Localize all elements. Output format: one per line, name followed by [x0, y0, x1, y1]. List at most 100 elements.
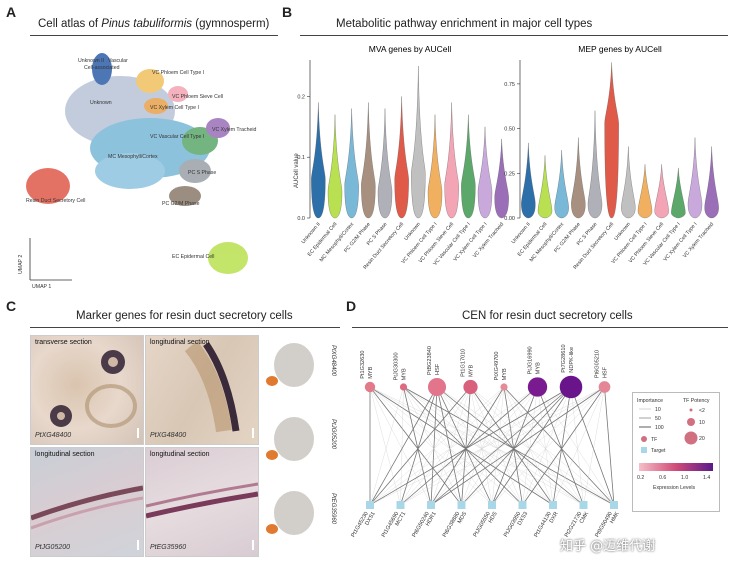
umap-plot: Unknown II Vascular Cell-associated Unkn…	[18, 53, 257, 290]
cen-edge-3-2	[430, 386, 471, 506]
micro-image-2-art	[184, 340, 240, 433]
legend-potency-10: 10	[699, 420, 705, 426]
cen-edge-6-3	[461, 386, 572, 506]
cen-edge-3-7	[470, 386, 584, 506]
cen-edge-5-8	[537, 386, 615, 506]
cen-edge-1-0	[369, 386, 404, 506]
cluster-phloem-sieve-blob	[168, 86, 188, 102]
cen-legend-art: Importance 10 50 100 TF Potency <2 10 20…	[637, 398, 713, 491]
cluster-phloem-type1-blob	[136, 69, 164, 93]
panel-b-rule	[300, 35, 728, 36]
target-node-5	[518, 501, 527, 509]
umap-axis-x-label: UMAP 1	[32, 284, 51, 290]
cen-edge-7-6	[552, 386, 605, 506]
cen-edge-2-7	[436, 386, 584, 506]
violin-1-6	[621, 146, 636, 219]
violin-1-4	[587, 110, 603, 219]
panel-a-rule	[30, 35, 278, 36]
legend-importance-title: Importance	[637, 398, 663, 404]
violin-0-2	[344, 108, 359, 219]
micro-image-3-gene: PtJG05200	[35, 544, 71, 551]
cen-edge-1-6	[403, 386, 554, 506]
violin-0-3	[361, 102, 376, 219]
watermark: 知乎 @迈维代谢	[560, 539, 656, 554]
micro-image-3: longitudinal section PtJG05200	[30, 447, 144, 557]
target-node-2	[427, 501, 435, 509]
target-node-1	[396, 501, 405, 509]
target-node-0	[366, 501, 374, 509]
legend-potency-2: <2	[699, 408, 705, 414]
micro-image-4-gene: PtEG35960	[150, 544, 187, 551]
cluster-label-vascular: Vascular	[108, 58, 128, 64]
target-node-id-3: Pt6G38880	[442, 511, 461, 539]
panel-a-title-suffix: (gymnosperm)	[192, 18, 270, 30]
umap-thumb-1	[266, 343, 314, 387]
cen-edge-0-6	[369, 386, 554, 506]
cen-edge-2-8	[436, 386, 615, 506]
panel-d-letter: D	[346, 298, 357, 314]
cen-legend: Importance 10 50 100 TF Potency <2 10 20…	[632, 392, 720, 512]
cluster-label-phloem-type1: VC Phloem Cell Type I	[152, 70, 204, 76]
micro-image-1: transverse section PtXG48400	[30, 335, 144, 445]
scale-bar-4	[252, 540, 254, 550]
target-node-name-8: HMK	[609, 511, 621, 525]
cen-edge-0-8	[369, 386, 615, 506]
cen-edge-1-3	[403, 386, 462, 506]
violin-1-9	[671, 167, 686, 219]
tf-node-6	[559, 375, 583, 399]
cluster-label-epidermal: EC Epidermal Cell	[172, 254, 214, 260]
cen-edge-4-7	[503, 386, 584, 506]
cen-edge-3-4	[470, 386, 493, 506]
cen-edge-5-4	[491, 386, 538, 506]
cluster-label-phloem-sieve: VC Phloem Sieve Cell	[172, 94, 223, 100]
tf-node-id-0: Pt1G32630	[360, 350, 366, 378]
cen-edge-5-7	[537, 386, 584, 506]
micro-image-4-art	[146, 482, 258, 519]
cen-edge-2-5	[436, 386, 523, 506]
legend-cb-tick-1: 0.6	[659, 475, 666, 481]
cluster-label-vascular-type1: VC Vascular Cell Type I	[150, 134, 204, 140]
panel-a-letter: A	[6, 4, 17, 20]
violin-1-10	[687, 137, 703, 219]
cen-edge-1-7	[403, 386, 584, 506]
cluster-label-cell-associated: Cell-associated	[84, 65, 120, 71]
scale-bar-2	[252, 428, 254, 438]
cen-edge-7-3	[461, 386, 605, 506]
violin-ytick-label-1-3: 0.75	[504, 82, 515, 88]
micro-image-3-art	[31, 485, 143, 530]
target-node-7	[579, 501, 588, 509]
cen-edge-4-1	[400, 386, 505, 506]
cluster-label-resin: Resin Duct Secretory Cell	[26, 198, 85, 204]
target-node-name-6: DXR	[549, 511, 560, 524]
panel-a-title-italic: Pinus tabuliformis	[101, 18, 193, 30]
micro-image-2-header: longitudinal section	[150, 339, 210, 346]
tf-node-id-1: PtJG30300	[394, 352, 400, 380]
umap-axis-y-label: UMAP 2	[18, 255, 24, 274]
tf-node-id-3: Pt1G17010	[461, 349, 467, 377]
violin-1-8	[654, 164, 669, 219]
cluster-label-unknown: Unknown	[90, 100, 112, 106]
violin-0-11	[494, 138, 509, 219]
target-node-name-4: HDS	[488, 511, 499, 524]
cen-edge-4-0	[369, 386, 505, 506]
legend-colorbar-title: Expression Levels	[653, 485, 696, 491]
violin-chart-1: MEP genes by AUCell0.000.250.500.75Unkno…	[504, 44, 719, 271]
cen-edge-2-2	[430, 386, 438, 506]
umap-thumb-gene-3: PtEG35960	[330, 493, 336, 525]
panel-c-title: Marker genes for resin duct secretory ce…	[76, 310, 293, 322]
legend-cb-tick-3: 1.4	[703, 475, 710, 481]
violin-ytick-label-1-1: 0.25	[504, 171, 515, 177]
tf-node-id-2: PtBG23840	[427, 346, 433, 375]
cen-edge-6-0	[369, 386, 572, 506]
umap-clusters	[26, 53, 248, 274]
tf-node-0	[364, 381, 376, 393]
tf-node-id-7: Pt6G05210	[595, 350, 601, 378]
violin-1-2	[554, 150, 569, 219]
cen-edge-4-4	[491, 386, 505, 506]
cen-edge-6-2	[430, 386, 572, 506]
violin-0-4	[377, 108, 393, 219]
cen-edge-5-6	[537, 386, 554, 506]
micro-image-3-header: longitudinal section	[35, 451, 95, 458]
